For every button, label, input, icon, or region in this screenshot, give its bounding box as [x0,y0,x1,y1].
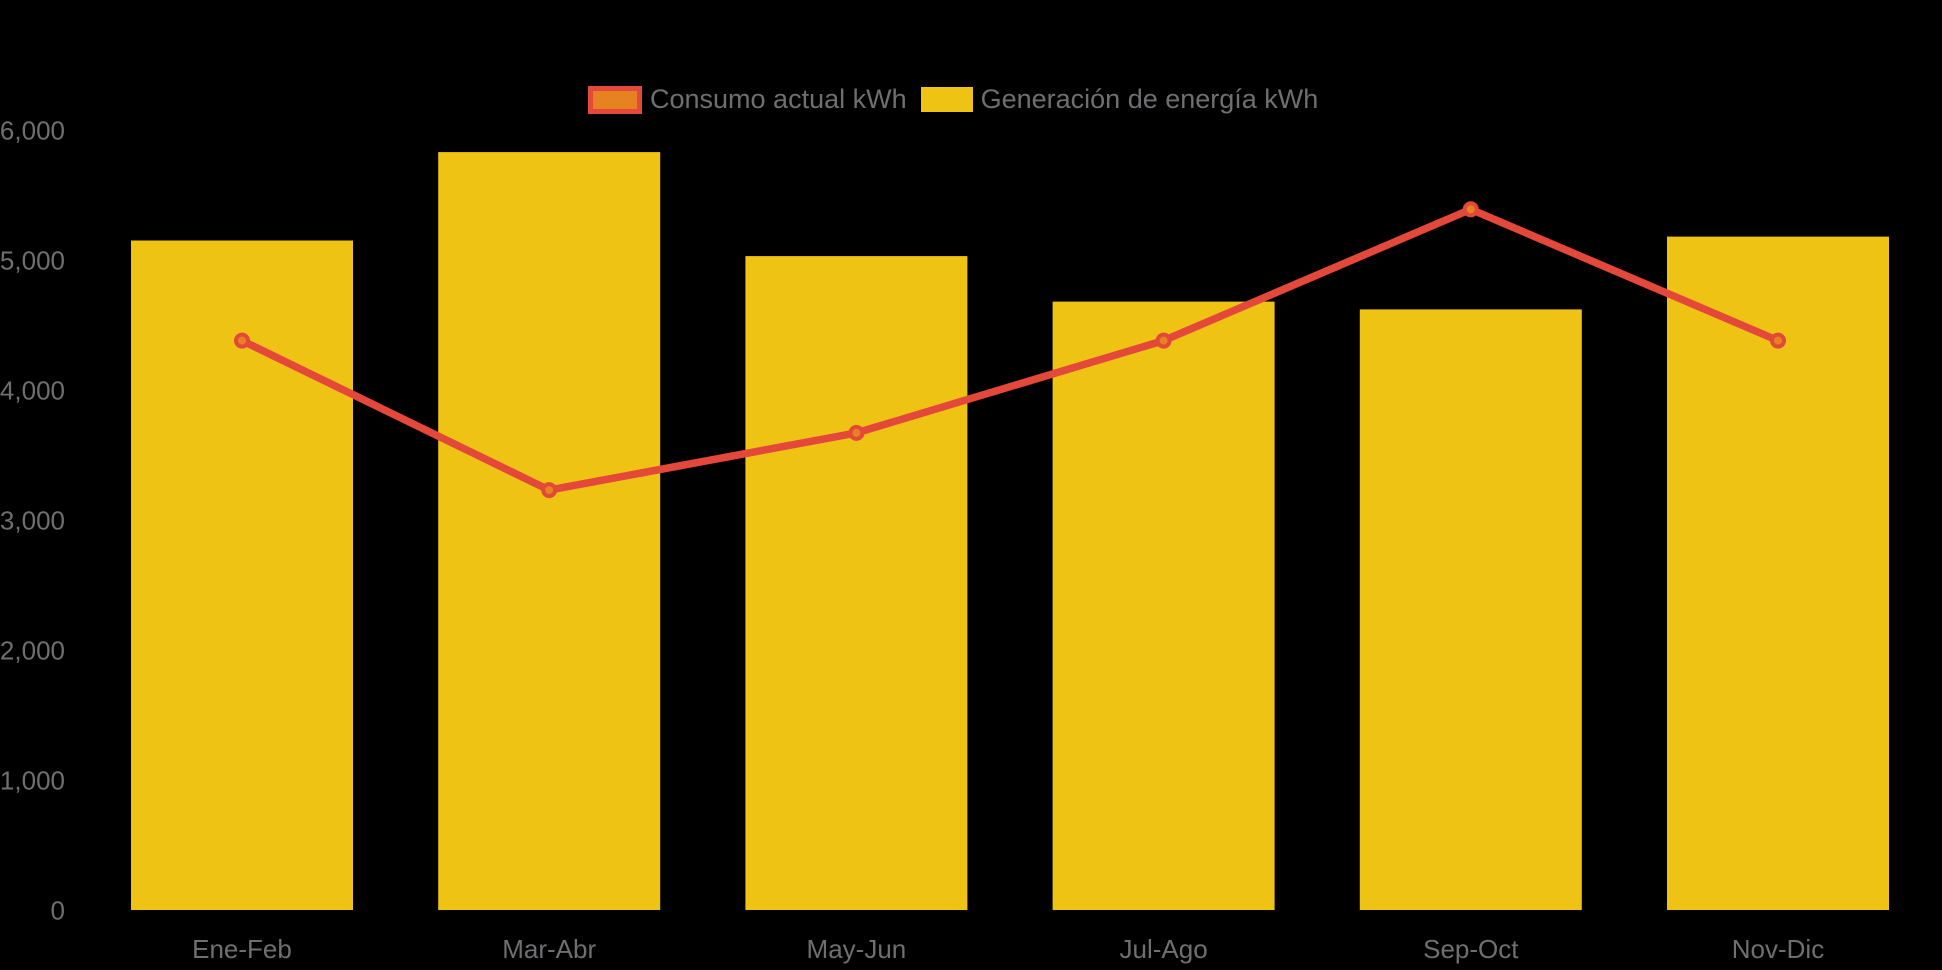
line-point-Jul-Ago [1155,332,1172,349]
legend-item-generacion[interactable]: Generación de energía kWh [920,84,1319,115]
bar-Sep-Oct [1359,309,1582,910]
line-point-May-Jun [848,424,865,441]
legend-swatch-consumo-icon [588,85,642,114]
y-tick-label: 4,000 [0,376,65,406]
legend-swatch-generacion-icon [920,87,973,112]
y-tick-label: 3,000 [0,506,65,536]
x-axis-label: Nov-Dic [1732,934,1824,964]
y-tick-label: 1,000 [0,766,65,796]
x-axis-label: May-Jun [807,934,907,964]
x-axis-label: Ene-Feb [192,934,292,964]
bar-Ene-Feb [131,240,353,910]
x-axis-label: Jul-Ago [1120,934,1208,964]
bar-May-Jun [745,256,968,911]
y-tick-label: 2,000 [0,636,65,666]
bar-Jul-Ago [1052,301,1275,911]
legend-item-consumo[interactable]: Consumo actual kWh [588,84,907,115]
bar-Nov-Dic [1667,236,1889,911]
line-point-Sep-Oct [1462,201,1479,218]
line-point-Ene-Feb [234,332,250,349]
y-tick-label: 5,000 [0,246,65,276]
y-tick-label: 0 [51,896,65,926]
line-point-Mar-Abr [541,482,558,499]
x-axis-label: Mar-Abr [502,934,596,964]
y-tick-label: 6,000 [0,116,65,146]
consumption-line [238,205,1782,494]
legend-label-generacion: Generación de energía kWh [980,84,1319,114]
bar-Mar-Abr [438,152,661,911]
x-axis-label: Sep-Oct [1423,934,1519,964]
legend: Consumo actual kWh Generación de energía… [588,84,1318,115]
legend-label-consumo: Consumo actual kWh [650,84,907,114]
line-point-Nov-Dic [1770,332,1786,349]
